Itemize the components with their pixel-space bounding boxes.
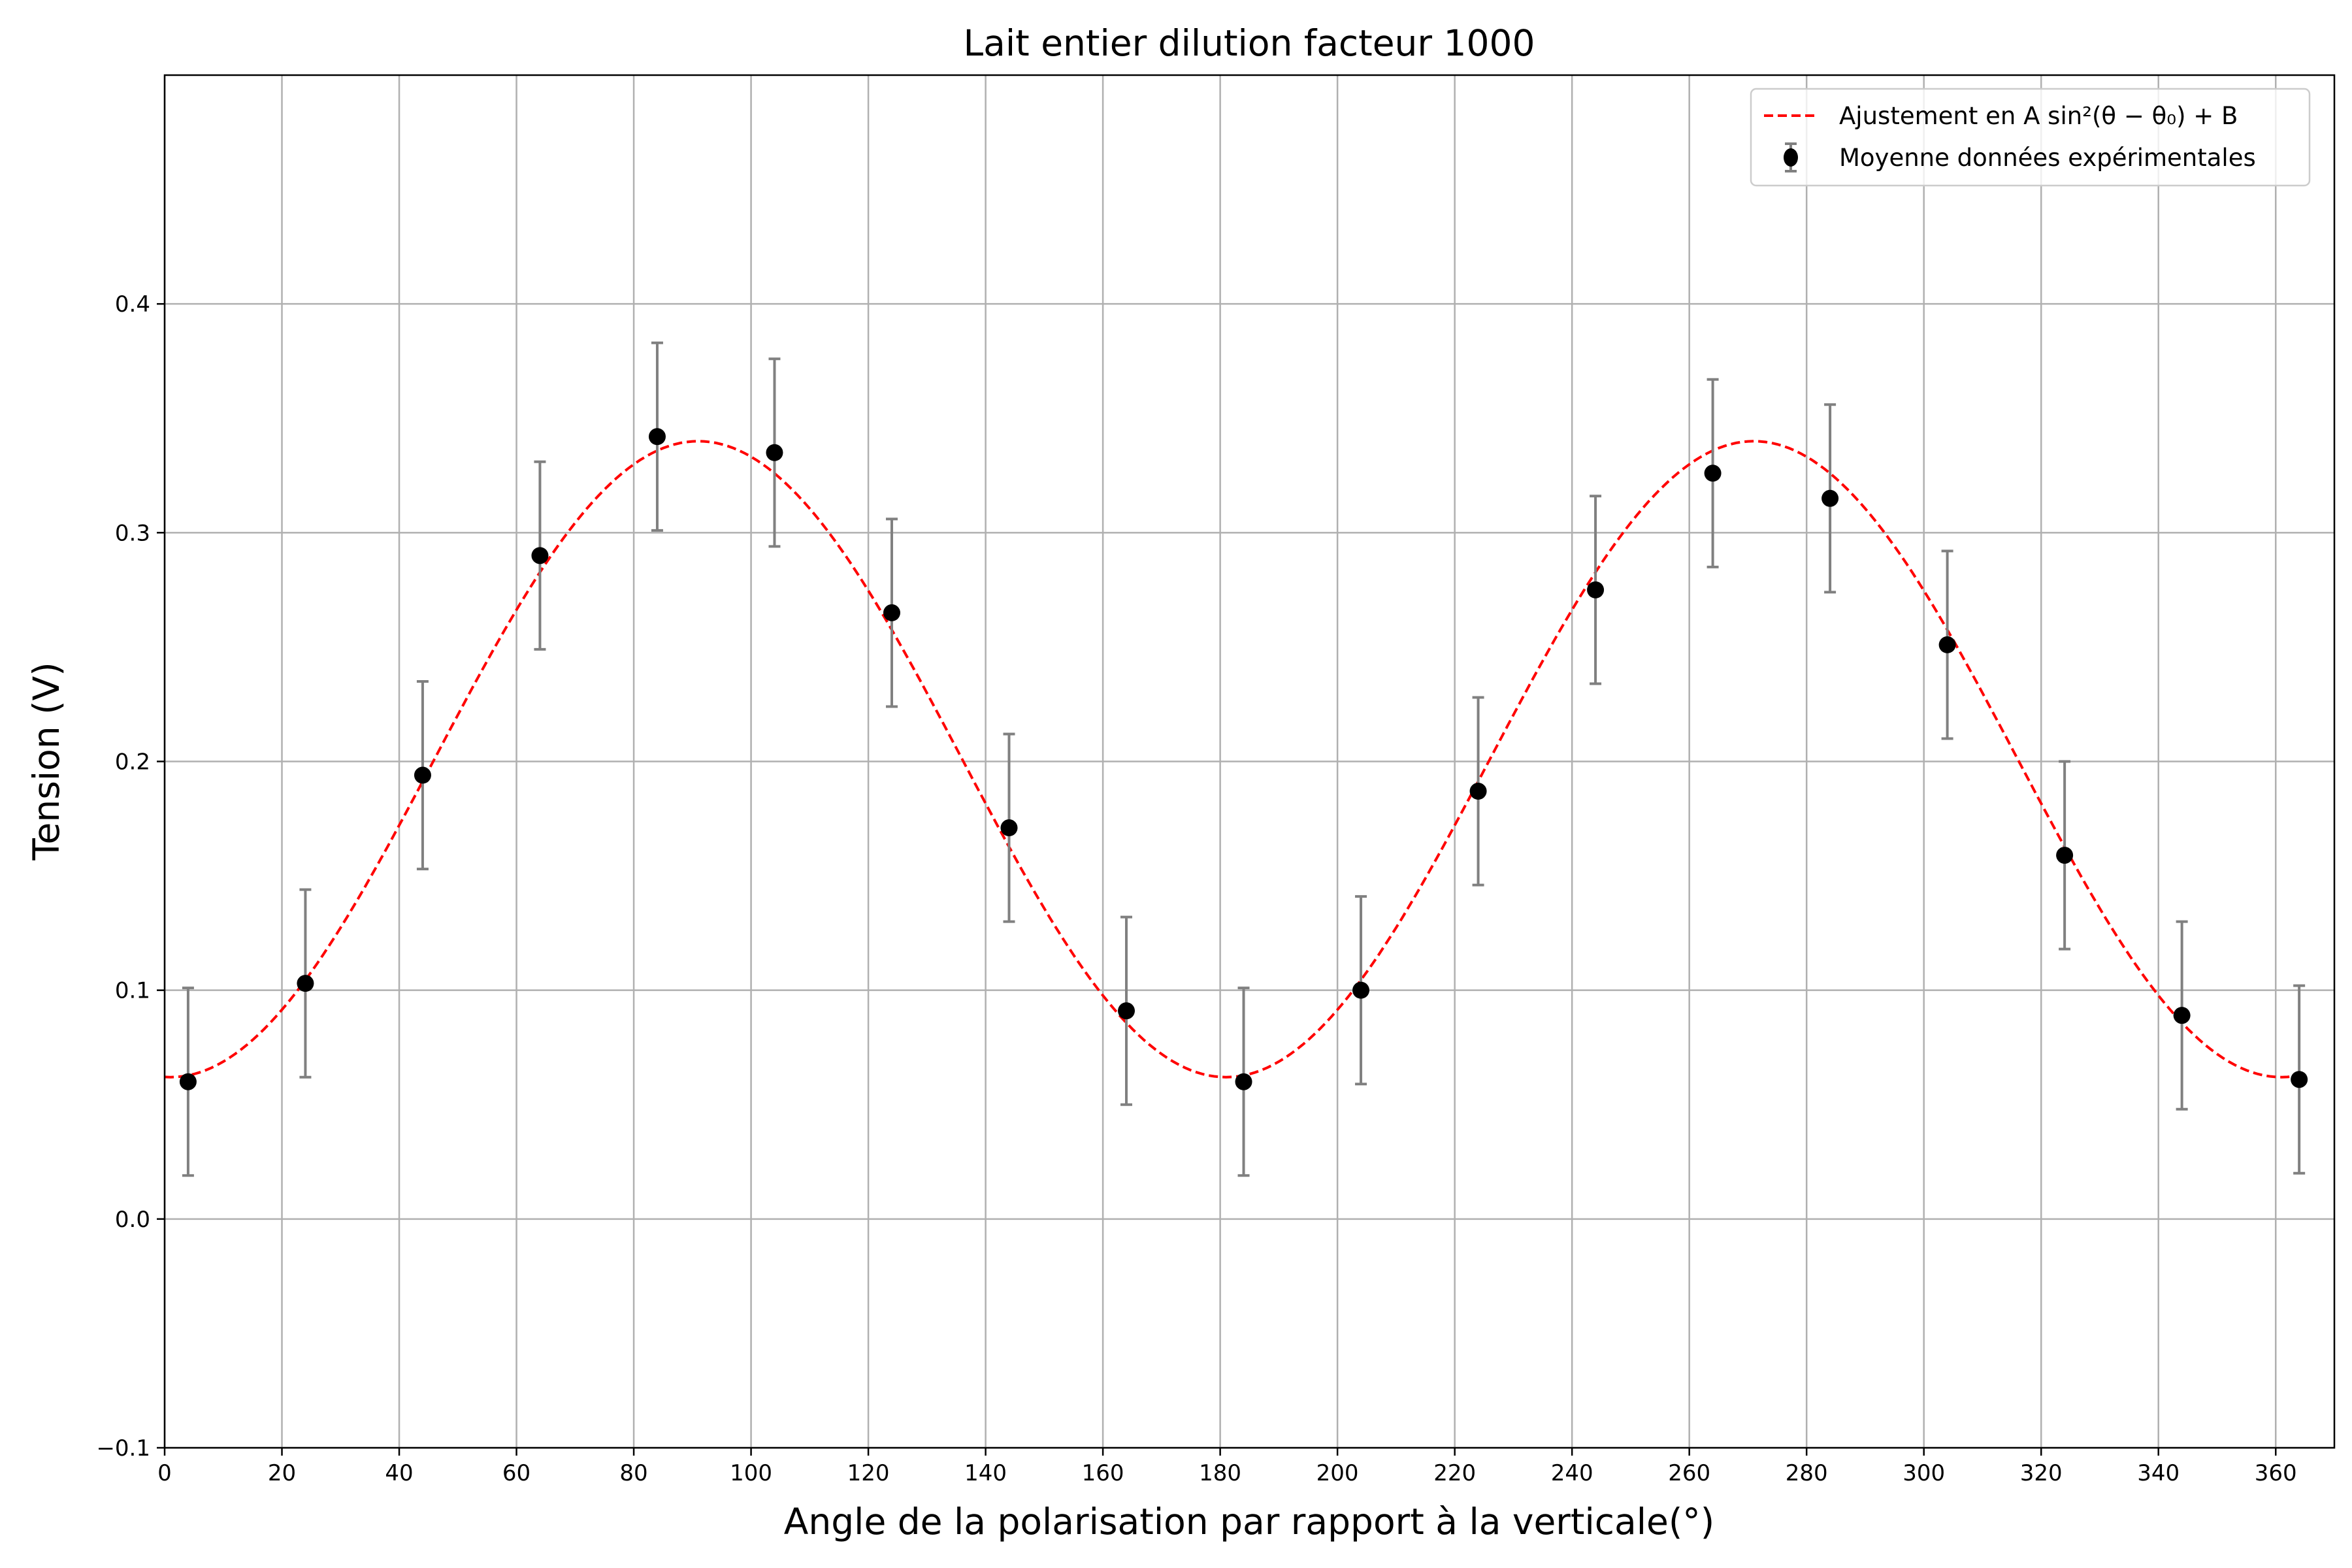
data-point (1235, 1073, 1252, 1090)
data-point (1704, 465, 1722, 482)
data-point-group (1821, 403, 1839, 594)
x-tick-label: 160 (1082, 1460, 1124, 1486)
x-tick-label: 280 (1786, 1460, 1828, 1486)
data-point (2173, 1007, 2191, 1024)
data-point (1469, 783, 1487, 800)
x-tick-label: 120 (847, 1460, 890, 1486)
data-point-group (179, 987, 197, 1177)
x-tick-label: 80 (619, 1460, 647, 1486)
y-axis-label: Tension (V) (25, 662, 67, 860)
data-point (414, 766, 431, 784)
grid (163, 75, 2334, 1449)
data-point-group (414, 679, 431, 871)
y-axis-ticks: −0.1 0.0 0.1 0.2 0.3 0.4 (96, 291, 165, 1462)
chart-title: Lait entier dilution facteur 1000 (964, 22, 1535, 64)
data-point (883, 604, 900, 621)
x-tick-label: 340 (2137, 1460, 2180, 1486)
data-point (2291, 1071, 2308, 1088)
x-tick-label: 60 (502, 1460, 531, 1486)
x-tick-label: 40 (385, 1460, 413, 1486)
data-point-group (1587, 495, 1605, 685)
data-point-group (531, 460, 549, 651)
data-point (531, 547, 549, 564)
data-point-group (2173, 920, 2191, 1111)
data-point (2056, 847, 2074, 864)
y-tick-label: 0.3 (115, 520, 150, 546)
data-point-group (1938, 549, 1956, 740)
fit-curve (164, 440, 2300, 1079)
fit-curve-layer (164, 440, 2300, 1079)
data-point (766, 444, 783, 461)
data-point (297, 975, 314, 992)
y-tick-label: 0.4 (115, 291, 150, 318)
legend-data-label: Moyenne données expérimentales (1839, 144, 2256, 172)
y-tick-label: 0.0 (115, 1207, 150, 1233)
data-point-group (2056, 760, 2074, 951)
x-tick-label: 100 (730, 1460, 772, 1486)
y-tick-label: 0.2 (115, 749, 150, 776)
data-point (1821, 489, 1839, 507)
data-point (179, 1073, 197, 1090)
x-tick-label: 140 (964, 1460, 1007, 1486)
data-point-group (1000, 732, 1018, 923)
x-axis-ticks: 0 20 40 60 80 100 120 140 160 180 200 220 240 260 280 3… (157, 1448, 2297, 1486)
x-tick-label: 20 (268, 1460, 296, 1486)
legend-errorbar-swatch (1784, 142, 1798, 172)
x-tick-label: 200 (1316, 1460, 1359, 1486)
y-tick-label: −0.1 (96, 1435, 150, 1462)
data-point (1587, 581, 1605, 598)
data-point-group (1704, 378, 1722, 568)
x-tick-label: 360 (2255, 1460, 2297, 1486)
data-point-group (1118, 915, 1135, 1106)
data-point-group (1352, 895, 1370, 1086)
x-tick-label: 320 (2020, 1460, 2063, 1486)
x-tick-label: 220 (1433, 1460, 1476, 1486)
data-point-group (648, 341, 666, 532)
x-tick-label: 0 (157, 1460, 172, 1486)
data-point (1938, 636, 1956, 653)
legend: Ajustement en A sin²(θ − θ₀) + B Moyenne… (1750, 88, 2311, 187)
x-tick-label: 260 (1668, 1460, 1710, 1486)
data-point-group (766, 357, 783, 548)
data-point-group (883, 517, 900, 708)
data-point (1000, 819, 1018, 837)
data-point (1352, 981, 1370, 999)
data-point (1118, 1002, 1135, 1020)
x-tick-label: 300 (1903, 1460, 1945, 1486)
legend-box (1750, 88, 2311, 187)
data-points-layer (179, 341, 2308, 1177)
x-axis-label: Angle de la polarisation par rapport à l… (784, 1501, 1714, 1543)
data-point-group (297, 888, 314, 1079)
data-point-group (2291, 984, 2308, 1175)
y-tick-label: 0.1 (115, 978, 150, 1004)
x-tick-label: 240 (1551, 1460, 1593, 1486)
data-point-group (1235, 987, 1252, 1177)
legend-fit-label: Ajustement en A sin²(θ − θ₀) + B (1839, 102, 2238, 130)
data-point (648, 428, 666, 446)
data-point-group (1469, 696, 1487, 887)
x-tick-label: 180 (1199, 1460, 1241, 1486)
